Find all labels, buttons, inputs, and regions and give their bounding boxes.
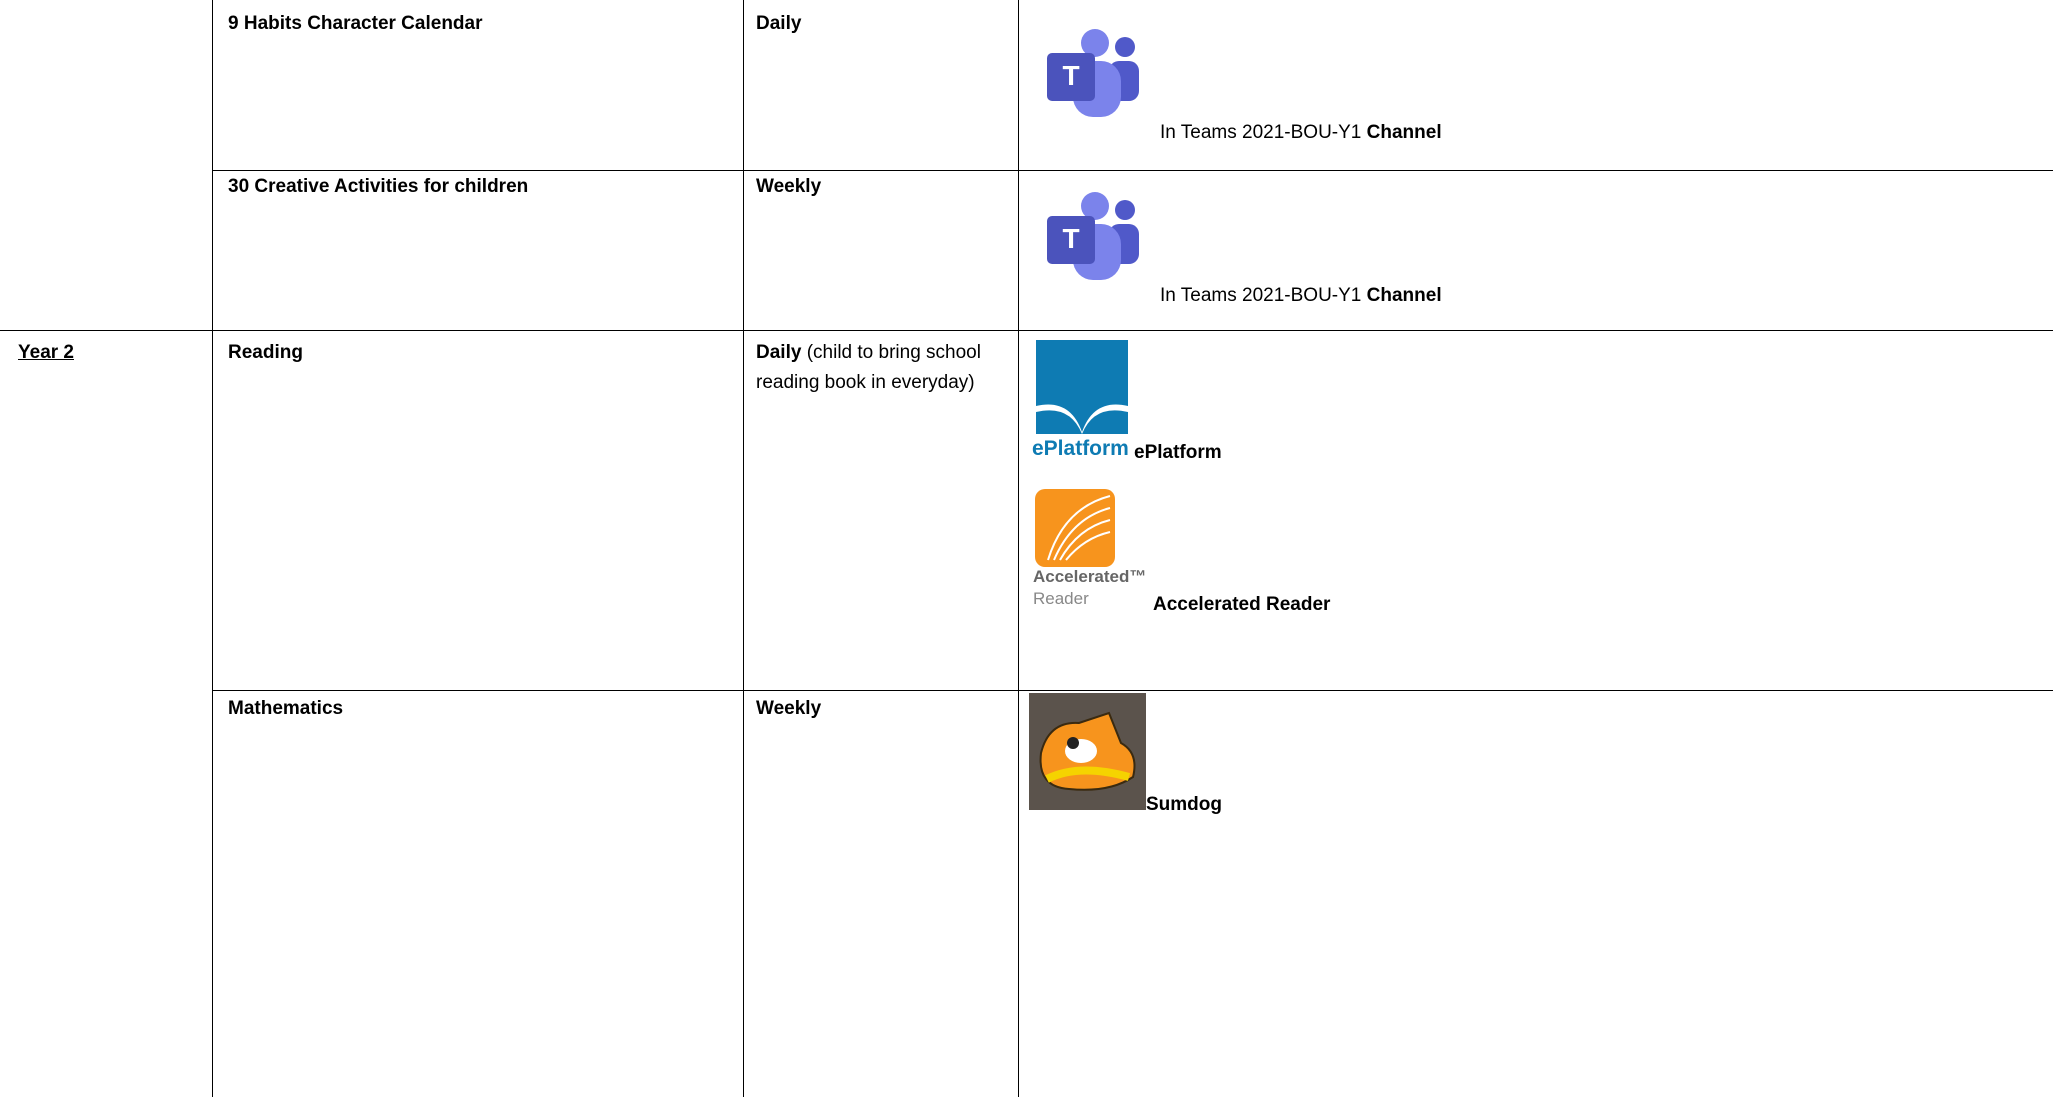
- logo-text: T: [1062, 223, 1079, 254]
- resource-label: Accelerated Reader: [1153, 594, 1331, 615]
- year: Year 2: [18, 342, 74, 363]
- border: [743, 0, 744, 1097]
- resource-label: In Teams 2021-BOU-Y1 Channel: [1160, 281, 1442, 311]
- frequency-note: (child to bring school reading book in e…: [756, 342, 981, 393]
- teams-logo: T: [1047, 192, 1139, 280]
- border: [212, 0, 213, 1097]
- eplatform-logo: [1036, 340, 1128, 434]
- sumdog-logo: [1029, 693, 1146, 810]
- border: [1018, 0, 1019, 1097]
- logo-text: Accelerated™: [1033, 567, 1147, 586]
- logo-subtext: Reader: [1033, 589, 1089, 608]
- frequency: Weekly: [756, 176, 822, 197]
- accelerated-reader-logo: [1035, 489, 1115, 567]
- activity: Mathematics: [228, 698, 344, 719]
- teams-logo: T: [1047, 29, 1139, 117]
- border: [212, 690, 2053, 691]
- frequency: Daily: [756, 13, 802, 34]
- label-bold: Channel: [1366, 285, 1442, 306]
- label: In Teams 2021-BOU-Y1: [1160, 122, 1362, 143]
- label-bold: Channel: [1366, 122, 1442, 143]
- resource-label: Sumdog: [1146, 794, 1222, 815]
- logo-text: ePlatform: [1032, 437, 1129, 460]
- label: In Teams 2021-BOU-Y1: [1160, 285, 1362, 306]
- border: [212, 170, 2053, 171]
- resource-label: In Teams 2021-BOU-Y1 Channel: [1160, 118, 1442, 148]
- activity: 30 Creative Activities for children: [228, 176, 529, 197]
- logo-text: T: [1062, 60, 1079, 91]
- frequency: Weekly: [756, 698, 822, 719]
- activity: Reading: [228, 342, 303, 363]
- frequency: Daily: [756, 342, 802, 363]
- activity: 9 Habits Character Calendar: [228, 13, 483, 34]
- frequency-cell: Daily (child to bring school reading boo…: [756, 338, 1006, 398]
- border: [0, 330, 2053, 331]
- resource-label: ePlatform: [1134, 442, 1222, 463]
